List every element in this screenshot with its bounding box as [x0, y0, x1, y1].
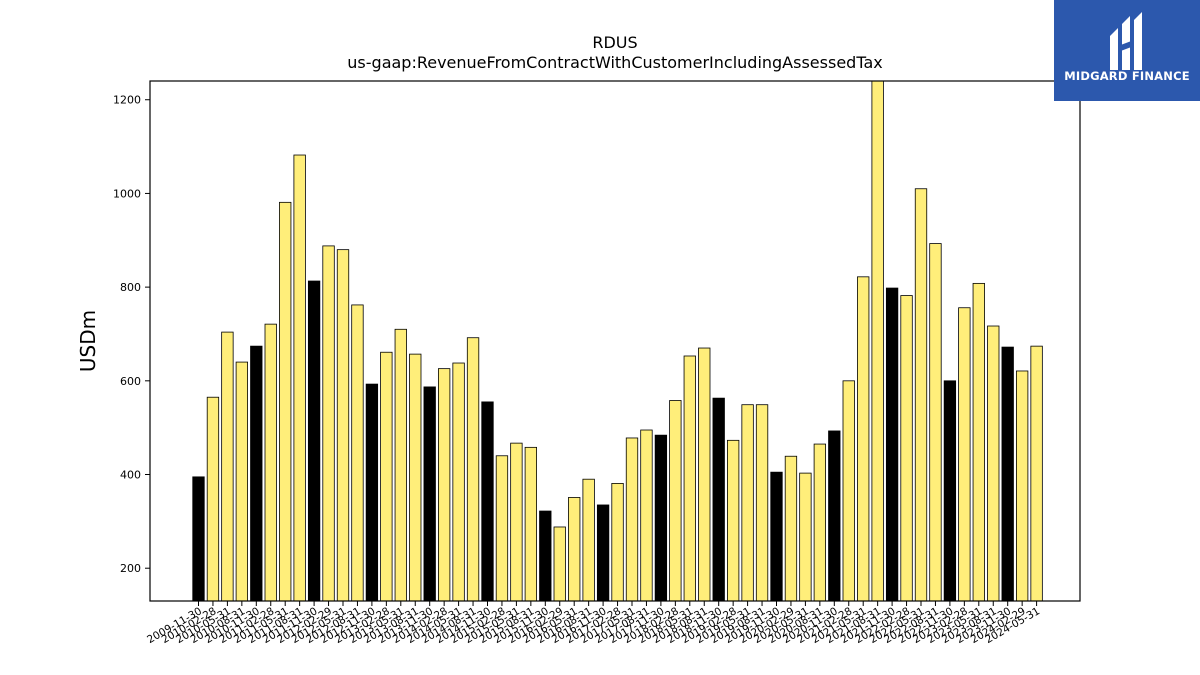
bar-2018-05-31 [683, 355, 696, 602]
bar-2019-02-28 [727, 439, 740, 602]
midgard-logo-icon [1110, 12, 1142, 70]
bar-2014-11-30 [481, 401, 494, 602]
chart-title: RDUS [592, 33, 638, 52]
bar-2014-05-31 [452, 362, 465, 602]
bar-2017-02-28 [611, 483, 624, 602]
bar-2012-02-29 [322, 245, 335, 602]
bar-2011-05-31 [279, 201, 292, 602]
bar-2020-05-31 [799, 472, 812, 602]
y-tick-label: 400 [120, 469, 141, 482]
bar-2012-05-31 [336, 249, 350, 602]
bar-2019-11-30 [770, 471, 783, 602]
bar-2016-08-31 [582, 478, 595, 602]
y-tick-label: 200 [120, 562, 141, 575]
plot-frame [149, 80, 1081, 602]
bar-2018-02-28 [669, 400, 682, 602]
bar-2015-08-31 [524, 446, 537, 602]
bar-2011-02-28 [264, 323, 277, 602]
bar-2020-11-30 [828, 430, 841, 602]
bar-2020-02-29 [784, 455, 798, 602]
y-tick-label: 1000 [113, 187, 141, 200]
bar-2013-08-31 [409, 353, 422, 602]
bar-2023-05-31 [972, 282, 985, 602]
bar-2021-11-30 [885, 287, 899, 602]
bar-2012-11-30 [365, 383, 379, 602]
y-tick-label: 1200 [113, 94, 141, 107]
bar-2022-02-28 [900, 295, 913, 602]
bar-2022-08-31 [929, 243, 942, 602]
bar-2016-05-31 [568, 497, 581, 602]
bar-2019-05-31 [741, 404, 754, 602]
bar-2010-08-31 [235, 361, 249, 602]
bar-2013-05-31 [394, 328, 407, 602]
bar-2016-02-29 [553, 526, 566, 602]
bar-2024-02-29 [1016, 370, 1029, 602]
y-tick-label: 600 [120, 375, 141, 388]
y-axis-label: USDm [76, 310, 100, 372]
bar-2012-08-31 [351, 304, 364, 602]
y-axis: 200 400 600 800 1000 1200 [113, 94, 150, 575]
bar-2018-11-30 [712, 397, 725, 602]
bar-2010-02-28 [206, 396, 220, 602]
bar-2023-08-31 [987, 325, 1000, 602]
bar-2014-02-28 [437, 368, 451, 602]
bar-2017-05-31 [625, 437, 639, 602]
bar-2015-02-28 [495, 455, 509, 602]
logo-text: MIDGARD FINANCE [1064, 69, 1190, 83]
bar-2013-02-28 [380, 351, 393, 602]
bar-2021-02-28 [842, 380, 855, 602]
bars-group [192, 80, 1043, 602]
bar-2014-08-31 [466, 337, 480, 602]
bar-2019-08-31 [755, 404, 769, 602]
bar-2021-08-31 [871, 80, 884, 602]
bar-2010-05-31 [221, 331, 234, 602]
bar-2009-11-30 [192, 476, 205, 602]
bar-2017-11-30 [654, 434, 668, 602]
bar-2016-11-30 [596, 504, 610, 602]
bar-2011-08-31 [293, 154, 306, 602]
bar-2024-05-31 [1030, 345, 1043, 602]
bar-2020-08-31 [813, 443, 826, 602]
bar-2018-08-31 [698, 347, 711, 602]
midgard-finance-logo: MIDGARD FINANCE [1054, 0, 1200, 101]
y-tick-label: 800 [120, 281, 141, 294]
bar-2023-11-30 [1001, 346, 1014, 602]
bar-2011-11-30 [307, 280, 321, 602]
bar-2022-11-30 [943, 380, 957, 602]
bar-2015-11-30 [539, 510, 552, 602]
bar-2015-05-31 [510, 442, 523, 602]
bar-2021-05-31 [857, 276, 870, 602]
bar-2022-05-31 [914, 188, 928, 602]
bar-2013-11-30 [423, 386, 436, 602]
chart-subtitle: us-gaap:RevenueFromContractWithCustomerI… [347, 53, 883, 72]
bar-2010-11-30 [250, 345, 263, 602]
x-axis: 2009-11-302010-02-282010-05-312010-08-31… [145, 601, 1042, 646]
bar-2017-08-31 [640, 429, 653, 602]
bar-2023-02-28 [958, 307, 971, 602]
